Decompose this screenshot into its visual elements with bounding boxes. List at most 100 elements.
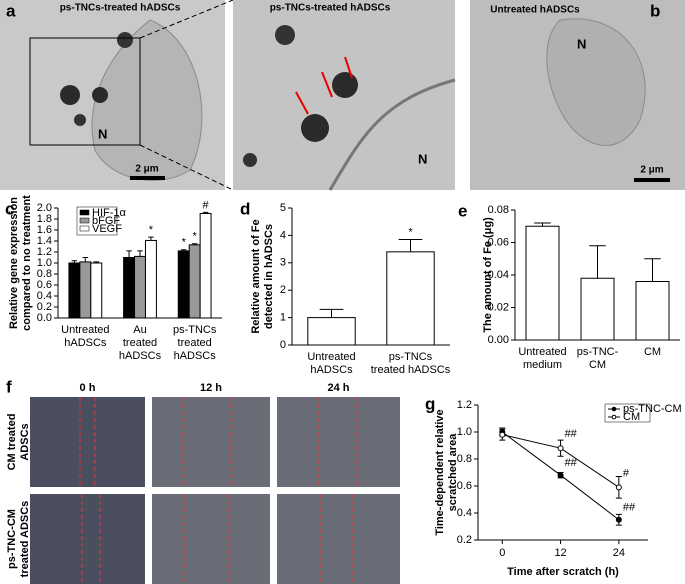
bar xyxy=(199,213,212,319)
error-bar xyxy=(181,249,187,251)
y-tick-label: 0.06 xyxy=(488,236,509,248)
legend-box xyxy=(604,403,651,423)
panel-label: b xyxy=(650,1,660,20)
bar xyxy=(68,262,81,319)
y-tick-label: 0.04 xyxy=(488,269,509,281)
x-tick-label: treated xyxy=(123,337,157,349)
y-tick-label: 2.0 xyxy=(37,202,52,214)
particle xyxy=(332,72,358,98)
particle xyxy=(117,32,133,48)
y-tick-label: 1.0 xyxy=(37,257,52,269)
bar xyxy=(134,255,146,319)
y-tick-label: 0.6 xyxy=(457,480,472,492)
y-axis-label: compared to no treatment xyxy=(21,195,33,331)
bar xyxy=(386,251,435,346)
scratch-image xyxy=(277,397,400,487)
panel-label: f xyxy=(6,377,12,396)
annotation: * xyxy=(149,224,154,236)
marker xyxy=(615,484,622,491)
x-tick-label: 24 xyxy=(613,547,625,559)
x-tick-label: Au xyxy=(133,324,146,336)
row-label: ps-TNC-CM xyxy=(6,509,18,569)
panel-label: e xyxy=(458,201,467,220)
y-tick-label: 1.2 xyxy=(37,246,52,258)
marker xyxy=(557,472,564,479)
particle xyxy=(74,114,86,126)
error-bar xyxy=(71,260,78,263)
y-tick-label: 5 xyxy=(280,202,286,214)
bar xyxy=(177,250,190,319)
annotation: * xyxy=(182,237,187,249)
inset-box xyxy=(29,37,141,146)
y-tick-label: 0 xyxy=(280,339,286,351)
x-tick-label: CM xyxy=(589,359,606,371)
error-bar xyxy=(191,243,198,245)
y-tick-label: 1.8 xyxy=(37,213,52,225)
zoom-line xyxy=(139,0,234,39)
bar xyxy=(307,317,356,346)
legend-label: HIF-1α xyxy=(92,207,127,219)
panel-label: g xyxy=(425,394,435,413)
panel-label: c xyxy=(5,199,14,218)
x-tick-label: ps-TNC- xyxy=(577,346,619,358)
y-tick-label: 2 xyxy=(280,284,286,296)
row-label: treated ADSCs xyxy=(19,501,31,578)
x-tick-label: 0 xyxy=(499,547,505,559)
arrow xyxy=(344,56,353,79)
legend-marker xyxy=(611,406,617,412)
error-bar xyxy=(137,250,143,257)
bar xyxy=(580,277,615,341)
nucleus-shape xyxy=(546,18,646,146)
scratch-image xyxy=(277,494,400,584)
annotation: * xyxy=(408,226,413,238)
column-label: 24 h xyxy=(327,382,349,394)
legend-marker xyxy=(611,414,617,420)
y-tick-label: 0.8 xyxy=(457,453,472,465)
y-tick-label: 0.0 xyxy=(37,312,52,324)
y-tick-label: 3 xyxy=(280,257,286,269)
x-tick-label: hADSCs xyxy=(310,364,353,376)
error-bar xyxy=(202,211,209,214)
x-tick-label: hADSCs xyxy=(174,350,217,362)
x-tick-label: hADSCs xyxy=(119,350,162,362)
scratch-image xyxy=(152,494,270,584)
scale-label: 2 μm xyxy=(640,165,663,176)
legend-swatch xyxy=(79,225,90,232)
image-title: ps-TNCs-treated hADSCs xyxy=(270,3,391,14)
bar xyxy=(635,281,670,341)
row-label: CM treated xyxy=(6,414,18,471)
y-tick-label: 0.2 xyxy=(457,534,472,546)
y-tick-label: 1.0 xyxy=(457,426,472,438)
row-label: ADSCs xyxy=(19,423,31,460)
membrane xyxy=(328,78,456,191)
bar xyxy=(90,262,103,319)
y-axis-label: Relative gene expression xyxy=(8,197,20,329)
legend-swatch xyxy=(79,217,90,224)
panel-label: d xyxy=(240,199,250,218)
marker xyxy=(557,445,564,452)
y-tick-label: 0.4 xyxy=(37,290,52,302)
scale-bar xyxy=(634,178,670,182)
scale-label: 2 μm xyxy=(135,164,158,175)
scale-bar xyxy=(130,176,165,180)
error-bar xyxy=(93,261,99,263)
error-bar xyxy=(82,257,89,262)
nucleus-label: N xyxy=(418,151,427,166)
bar xyxy=(525,225,560,341)
particle xyxy=(275,25,295,45)
panel-label: a xyxy=(6,1,16,20)
annotation: * xyxy=(193,231,198,243)
scratch-image xyxy=(152,397,270,487)
scratch-image xyxy=(30,494,145,584)
column-label: 0 h xyxy=(80,382,96,394)
image-title: ps-TNCs-treated hADSCs xyxy=(60,3,181,14)
image-title: Untreated hADSCs xyxy=(490,5,580,16)
bar xyxy=(123,257,136,319)
legend-label: ps-TNC-CM xyxy=(623,403,682,415)
y-tick-label: 0.8 xyxy=(37,268,52,280)
y-tick-label: 0.2 xyxy=(37,301,52,313)
x-axis-label: Time after scratch (h) xyxy=(507,566,619,578)
bar xyxy=(144,239,157,319)
annotation: ## xyxy=(565,457,578,469)
